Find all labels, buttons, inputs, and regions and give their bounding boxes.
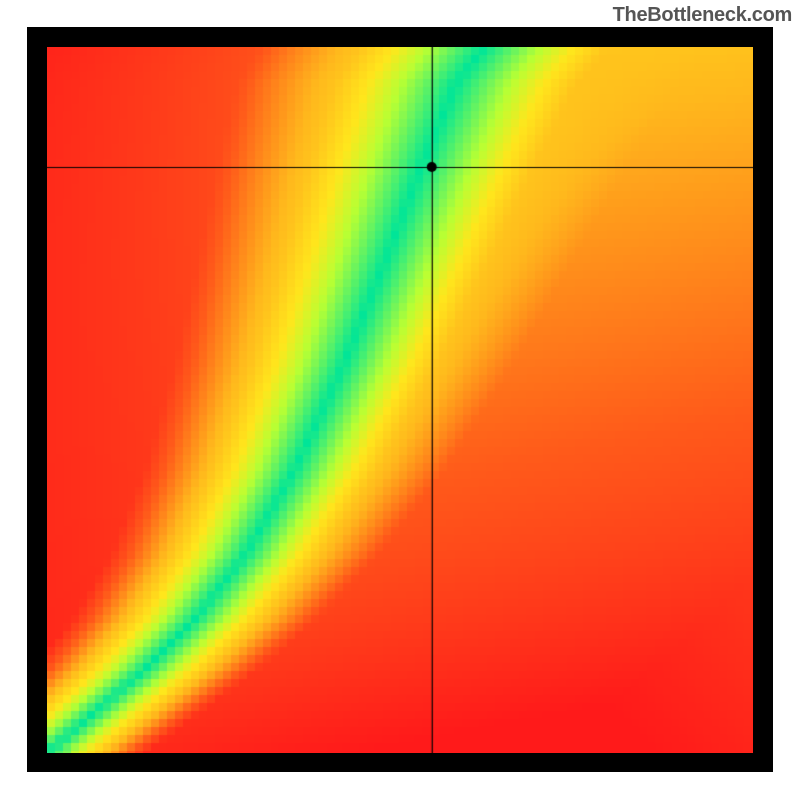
- watermark-text: TheBottleneck.com: [613, 4, 792, 27]
- crosshair-overlay: [47, 47, 753, 753]
- heatmap-chart: [27, 27, 773, 772]
